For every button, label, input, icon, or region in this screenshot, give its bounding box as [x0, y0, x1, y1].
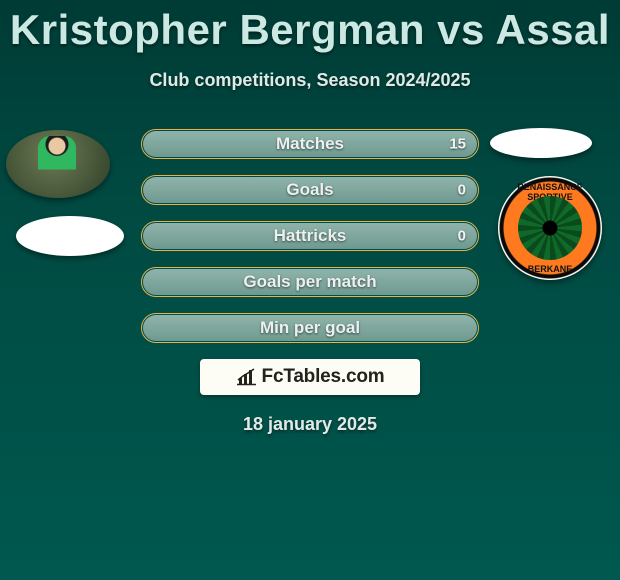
- attribution-text: FcTables.com: [262, 366, 385, 388]
- page-subtitle: Club competitions, Season 2024/2025: [0, 70, 620, 91]
- attribution-badge: FcTables.com: [200, 359, 420, 395]
- date-label: 18 january 2025: [0, 414, 620, 435]
- stat-row-matches: Matches 15: [141, 129, 479, 159]
- crest-bottom-text: BERKANE: [498, 264, 602, 274]
- player1-flag-oval: [16, 216, 124, 256]
- stat-label: Matches: [276, 134, 344, 154]
- player2-flag-oval: [490, 128, 592, 158]
- stat-value: 0: [458, 228, 466, 245]
- team2-crest: RENAISSANCE SPORTIVE BERKANE: [498, 176, 602, 280]
- stat-value: 0: [458, 182, 466, 199]
- player1-photo: [6, 130, 110, 198]
- stat-label: Goals per match: [243, 272, 376, 292]
- stat-row-min-per-goal: Min per goal: [141, 313, 479, 343]
- stat-row-goals: Goals 0: [141, 175, 479, 205]
- stat-label: Hattricks: [274, 226, 347, 246]
- stats-container: Matches 15 Goals 0 Hattricks 0 Goals per…: [141, 129, 479, 343]
- stat-row-goals-per-match: Goals per match: [141, 267, 479, 297]
- stat-row-hattricks: Hattricks 0: [141, 221, 479, 251]
- page-title: Kristopher Bergman vs Assal: [0, 6, 620, 54]
- stat-label: Goals: [286, 180, 333, 200]
- bar-chart-icon: [236, 368, 258, 386]
- crest-inner-icon: [518, 196, 582, 260]
- stat-value: 15: [449, 136, 466, 153]
- stat-label: Min per goal: [260, 318, 360, 338]
